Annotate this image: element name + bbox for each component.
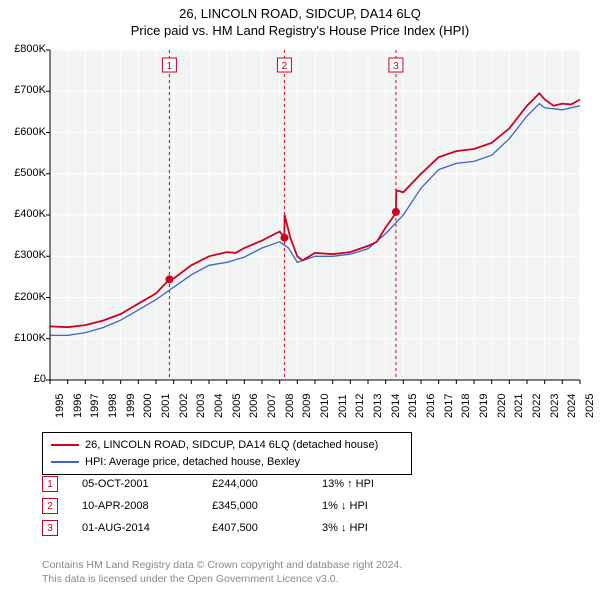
x-tick-label: 2009 xyxy=(301,394,313,418)
transaction-diff: 13% ↑ HPI xyxy=(322,478,422,490)
transactions-table: 1 05-OCT-2001£244,00013% ↑ HPI 2 10-APR-200… xyxy=(42,476,422,542)
legend-item: HPI: Average price, detached house, Bexl… xyxy=(51,454,403,471)
y-tick-label: £0 xyxy=(2,373,46,385)
plot-svg: 1 2 3 xyxy=(50,50,580,380)
legend-swatch xyxy=(51,444,79,446)
footer-line1: Contains HM Land Registry data © Crown c… xyxy=(42,558,402,572)
y-tick-label: £600K xyxy=(2,126,46,138)
x-tick-label: 2006 xyxy=(248,394,260,418)
svg-text:2: 2 xyxy=(282,61,288,72)
transaction-marker: 2 xyxy=(42,498,58,514)
x-tick-label: 1997 xyxy=(89,394,101,418)
x-tick-label: 2020 xyxy=(496,394,508,418)
transaction-diff: 1% ↓ HPI xyxy=(322,500,422,512)
x-tick-label: 2021 xyxy=(513,394,525,418)
x-tick-label: 2012 xyxy=(354,394,366,418)
y-tick-label: £400K xyxy=(2,208,46,220)
x-tick-label: 2000 xyxy=(142,394,154,418)
transaction-price: £345,000 xyxy=(212,500,322,512)
x-tick-label: 2011 xyxy=(337,394,349,418)
x-tick-label: 2002 xyxy=(178,394,190,418)
footer-line2: This data is licensed under the Open Gov… xyxy=(42,572,402,586)
transaction-marker: 3 xyxy=(42,520,58,536)
chart-container: 26, LINCOLN ROAD, SIDCUP, DA14 6LQ Price… xyxy=(0,0,600,590)
transaction-row: 3 01-AUG-2014£407,5003% ↓ HPI xyxy=(42,520,422,536)
x-tick-label: 2017 xyxy=(443,394,455,418)
x-tick-label: 2010 xyxy=(319,394,331,418)
transaction-price: £244,000 xyxy=(212,478,322,490)
transaction-diff: 3% ↓ HPI xyxy=(322,522,422,534)
svg-text:3: 3 xyxy=(393,61,399,72)
y-tick-label: £200K xyxy=(2,291,46,303)
y-tick-label: £500K xyxy=(2,167,46,179)
transaction-row: 1 05-OCT-2001£244,00013% ↑ HPI xyxy=(42,476,422,492)
x-tick-label: 2023 xyxy=(549,394,561,418)
x-tick-label: 2019 xyxy=(478,394,490,418)
title-line1: 26, LINCOLN ROAD, SIDCUP, DA14 6LQ xyxy=(0,6,600,21)
x-tick-label: 2015 xyxy=(407,394,419,418)
transaction-row: 2 10-APR-2008£345,0001% ↓ HPI xyxy=(42,498,422,514)
x-tick-label: 1999 xyxy=(125,394,137,418)
x-tick-label: 1996 xyxy=(72,394,84,418)
x-tick-label: 2024 xyxy=(566,394,578,418)
x-tick-label: 2013 xyxy=(372,394,384,418)
x-tick-label: 2022 xyxy=(531,394,543,418)
y-tick-label: £700K xyxy=(2,84,46,96)
x-tick-label: 2018 xyxy=(460,394,472,418)
x-tick-label: 2005 xyxy=(231,394,243,418)
transaction-price: £407,500 xyxy=(212,522,322,534)
title-line2: Price paid vs. HM Land Registry's House … xyxy=(0,23,600,38)
x-tick-label: 2008 xyxy=(284,394,296,418)
transaction-date: 01-AUG-2014 xyxy=(82,522,212,534)
plot-area: 1 2 3 xyxy=(50,50,580,380)
legend-swatch xyxy=(51,461,79,463)
legend-label: HPI: Average price, detached house, Bexl… xyxy=(85,454,300,471)
transaction-date: 10-APR-2008 xyxy=(82,500,212,512)
x-tick-label: 2014 xyxy=(390,394,402,418)
x-tick-label: 1995 xyxy=(54,394,66,418)
x-tick-label: 2025 xyxy=(584,394,596,418)
y-tick-label: £300K xyxy=(2,249,46,261)
svg-text:1: 1 xyxy=(167,61,173,72)
legend-box: 26, LINCOLN ROAD, SIDCUP, DA14 6LQ (deta… xyxy=(42,432,412,475)
x-tick-label: 2003 xyxy=(195,394,207,418)
x-tick-label: 2001 xyxy=(160,394,172,418)
legend-label: 26, LINCOLN ROAD, SIDCUP, DA14 6LQ (deta… xyxy=(85,437,378,454)
transaction-date: 05-OCT-2001 xyxy=(82,478,212,490)
title-area: 26, LINCOLN ROAD, SIDCUP, DA14 6LQ Price… xyxy=(0,0,600,38)
x-tick-label: 2016 xyxy=(425,394,437,418)
transaction-marker: 1 xyxy=(42,476,58,492)
x-tick-label: 1998 xyxy=(107,394,119,418)
footer-attribution: Contains HM Land Registry data © Crown c… xyxy=(42,558,402,586)
y-tick-label: £800K xyxy=(2,43,46,55)
legend-item: 26, LINCOLN ROAD, SIDCUP, DA14 6LQ (deta… xyxy=(51,437,403,454)
x-tick-label: 2007 xyxy=(266,394,278,418)
y-tick-label: £100K xyxy=(2,332,46,344)
x-tick-label: 2004 xyxy=(213,394,225,418)
